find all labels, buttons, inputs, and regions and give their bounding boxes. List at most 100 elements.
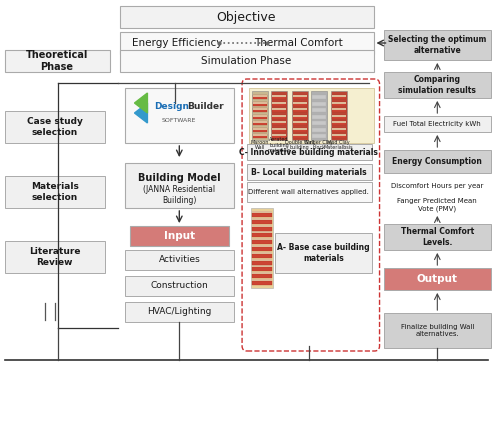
Bar	[272, 128, 286, 131]
Bar	[312, 121, 326, 125]
Bar	[253, 95, 267, 99]
Bar	[332, 108, 345, 110]
Bar	[252, 211, 272, 213]
Bar	[252, 220, 272, 224]
Bar	[253, 121, 267, 125]
Text: Builder: Builder	[188, 101, 224, 110]
Text: Building Model: Building Model	[138, 173, 220, 183]
Bar	[253, 115, 267, 119]
Bar	[272, 134, 286, 136]
Bar	[130, 226, 229, 246]
Bar	[292, 91, 308, 140]
Bar	[332, 134, 345, 136]
Bar	[253, 128, 267, 131]
Text: Construction: Construction	[150, 282, 208, 291]
Bar	[252, 238, 272, 240]
Bar	[272, 108, 286, 110]
Text: Maroon
Wall: Maroon Wall	[251, 140, 269, 150]
Text: Objective: Objective	[216, 11, 276, 24]
Bar	[247, 144, 372, 160]
Bar	[293, 101, 307, 105]
Bar	[272, 128, 286, 130]
Bar	[271, 91, 287, 140]
Bar	[332, 101, 345, 104]
Text: Singer Clay
block: Singer Clay block	[305, 140, 333, 150]
Bar	[332, 121, 345, 123]
Bar	[293, 115, 307, 119]
Bar	[312, 95, 326, 99]
Bar	[384, 150, 491, 173]
Bar	[293, 115, 307, 116]
Bar	[124, 250, 234, 270]
Bar	[252, 247, 272, 251]
Text: (JANNA Residential
Building): (JANNA Residential Building)	[143, 185, 216, 205]
Bar	[5, 111, 104, 143]
Bar	[253, 101, 267, 104]
Bar	[120, 6, 374, 28]
Bar	[252, 233, 272, 238]
Bar	[253, 128, 267, 130]
Bar	[5, 241, 104, 273]
Bar	[332, 128, 345, 131]
Bar	[312, 101, 326, 105]
Bar	[252, 226, 272, 231]
Bar	[332, 95, 345, 97]
Text: SOFTWARE: SOFTWARE	[162, 118, 196, 122]
Bar	[249, 88, 374, 143]
Bar	[253, 101, 267, 105]
Text: Theoretical
Phase: Theoretical Phase	[26, 50, 88, 72]
Polygon shape	[134, 93, 147, 113]
Bar	[272, 95, 286, 97]
Bar	[253, 115, 267, 116]
Bar	[252, 225, 272, 226]
Text: Aerated
building
materials: Aerated building materials	[268, 137, 290, 153]
Bar	[252, 281, 272, 285]
Bar	[252, 261, 272, 265]
Text: Energy Efficiency: Energy Efficiency	[132, 38, 222, 48]
Bar	[332, 101, 345, 105]
Bar	[272, 101, 286, 104]
Bar	[332, 108, 345, 112]
Bar	[384, 72, 491, 98]
Text: Literature
Review: Literature Review	[29, 247, 80, 267]
Bar	[293, 121, 307, 123]
Bar	[251, 208, 273, 288]
Text: Fanger Predicted Mean
Vote (PMV): Fanger Predicted Mean Vote (PMV)	[398, 198, 477, 212]
Bar	[252, 272, 272, 274]
Bar	[120, 32, 374, 54]
Text: Fuel Total Electricity kWh: Fuel Total Electricity kWh	[394, 121, 481, 127]
Bar	[124, 88, 234, 143]
Bar	[252, 274, 272, 278]
Bar	[124, 302, 234, 322]
Bar	[312, 115, 326, 119]
Bar	[5, 50, 110, 72]
Bar	[293, 95, 307, 99]
Text: Selecting the optimum
alternative: Selecting the optimum alternative	[388, 35, 486, 55]
Text: Mud Clay
Materialbsis: Mud Clay Materialbsis	[324, 140, 354, 150]
Bar	[293, 134, 307, 136]
Bar	[252, 91, 268, 140]
Bar	[253, 108, 267, 110]
Bar	[253, 134, 267, 138]
Bar	[252, 279, 272, 281]
Bar	[293, 95, 307, 97]
Bar	[252, 259, 272, 261]
Bar	[330, 91, 346, 140]
Bar	[252, 232, 272, 233]
Bar	[312, 108, 326, 112]
Bar	[253, 108, 267, 112]
Bar	[272, 134, 286, 138]
Bar	[120, 50, 374, 72]
Bar	[252, 218, 272, 220]
Text: Energy Consumption: Energy Consumption	[392, 157, 482, 166]
Polygon shape	[134, 103, 147, 123]
Bar	[332, 121, 345, 125]
Text: Simulation Phase: Simulation Phase	[201, 56, 291, 66]
Bar	[384, 268, 491, 290]
Bar	[384, 116, 491, 132]
Bar	[272, 115, 286, 119]
Text: Different wall alternatives applied.: Different wall alternatives applied.	[248, 189, 370, 195]
Bar	[332, 95, 345, 99]
Bar	[247, 164, 372, 180]
Bar	[311, 91, 326, 140]
